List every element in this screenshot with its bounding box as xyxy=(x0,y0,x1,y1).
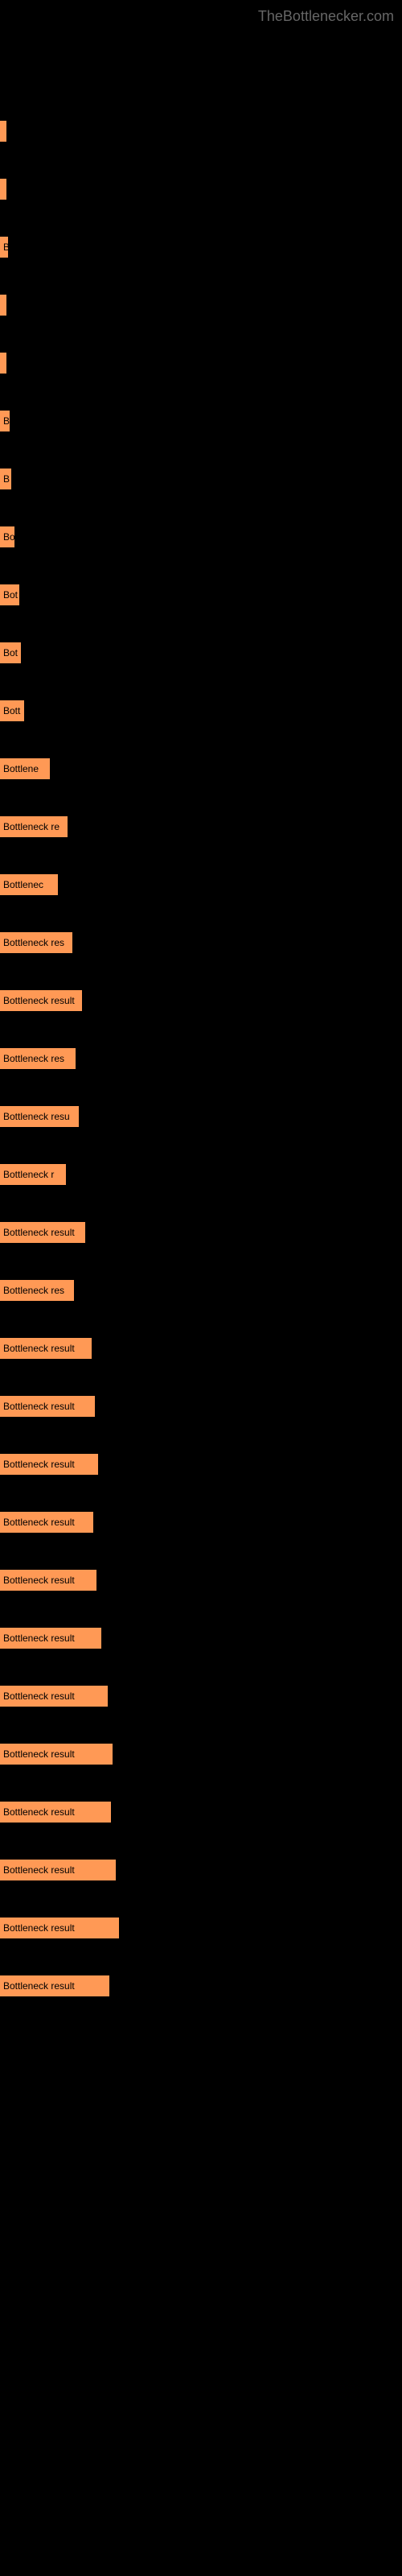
bar-label: Bottleneck result xyxy=(3,1633,75,1644)
bar-row xyxy=(0,121,402,156)
bar-row: Bottleneck re xyxy=(0,816,402,852)
bar-row: Bot xyxy=(0,584,402,620)
bar-label: Bottleneck result xyxy=(3,1227,75,1238)
chart-bar xyxy=(0,295,6,316)
bar-label: Bottleneck result xyxy=(3,1980,75,1992)
bar-label: Bott xyxy=(3,705,20,716)
chart-bar: B xyxy=(0,469,11,489)
chart-bar: B xyxy=(0,237,8,258)
bar-row: Bottleneck result xyxy=(0,1628,402,1663)
bar-row: Bottleneck result xyxy=(0,1860,402,1895)
bar-row: Bottleneck result xyxy=(0,1396,402,1431)
bar-label: Bottleneck re xyxy=(3,821,59,832)
chart-bar: Bott xyxy=(0,700,24,721)
bar-label: Bo xyxy=(3,531,14,543)
chart-bar: Bottlenec xyxy=(0,874,58,895)
bar-row xyxy=(0,353,402,388)
bar-label: Bottleneck result xyxy=(3,1748,75,1760)
chart-bar: Bot xyxy=(0,584,19,605)
bar-row: Bottleneck result xyxy=(0,1744,402,1779)
bar-label: B xyxy=(3,473,10,485)
bar-row: B xyxy=(0,411,402,446)
bar-row: Bottlenec xyxy=(0,874,402,910)
chart-bar: Bottleneck res xyxy=(0,932,72,953)
chart-bar: Bottleneck result xyxy=(0,1860,116,1880)
bar-label: Bottleneck result xyxy=(3,1806,75,1818)
bar-row: Bottleneck result xyxy=(0,1802,402,1837)
bar-label: Bottlene xyxy=(3,763,39,774)
bar-label: Bottleneck resu xyxy=(3,1111,70,1122)
chart-bar: Bottleneck result xyxy=(0,1570,96,1591)
bar-label: Bottleneck result xyxy=(3,995,75,1006)
chart-bar: Bottleneck result xyxy=(0,1454,98,1475)
bar-label: Bottleneck result xyxy=(3,1517,75,1528)
chart-bar: Bottleneck result xyxy=(0,1802,111,1823)
bar-label: Bottleneck res xyxy=(3,937,64,948)
chart-bar xyxy=(0,179,6,200)
bar-row: Bottleneck res xyxy=(0,1048,402,1084)
chart-bar xyxy=(0,353,6,374)
bar-label: Bottleneck r xyxy=(3,1169,54,1180)
chart-bar: Bottleneck result xyxy=(0,1975,109,1996)
chart-bar: Bottleneck res xyxy=(0,1048,76,1069)
bar-label: Bottleneck result xyxy=(3,1690,75,1702)
bar-row: Bottleneck result xyxy=(0,1975,402,2011)
chart-bar: Bottleneck result xyxy=(0,1744,113,1765)
bar-row: Bottleneck result xyxy=(0,1570,402,1605)
bar-row xyxy=(0,179,402,214)
chart-bar: Bottleneck result xyxy=(0,1338,92,1359)
bar-row: Bo xyxy=(0,526,402,562)
bar-row: B xyxy=(0,237,402,272)
chart-bar: Bottleneck result xyxy=(0,1396,95,1417)
bar-row: Bottleneck r xyxy=(0,1164,402,1199)
chart-bar: Bottleneck result xyxy=(0,1628,101,1649)
bar-row: Bottlene xyxy=(0,758,402,794)
chart-bar: B xyxy=(0,411,10,431)
bar-label: Bottleneck result xyxy=(3,1575,75,1586)
bar-row: Bottleneck res xyxy=(0,932,402,968)
bar-label: Bottleneck result xyxy=(3,1343,75,1354)
chart-bar: Bottleneck r xyxy=(0,1164,66,1185)
bar-label: Bottleneck res xyxy=(3,1285,64,1296)
bar-label: Bottleneck result xyxy=(3,1401,75,1412)
bar-label: Bottleneck result xyxy=(3,1459,75,1470)
bar-row: Bottleneck result xyxy=(0,1918,402,1953)
chart-bar: Bottleneck resu xyxy=(0,1106,79,1127)
bar-label: Bot xyxy=(3,589,18,601)
bar-label: Bottleneck result xyxy=(3,1864,75,1876)
bar-label: Bottleneck result xyxy=(3,1922,75,1934)
bar-label: B xyxy=(3,242,8,253)
bar-row: Bot xyxy=(0,642,402,678)
chart-bar: Bot xyxy=(0,642,21,663)
bar-row: Bottleneck result xyxy=(0,1454,402,1489)
bar-row: Bott xyxy=(0,700,402,736)
bar-row: B xyxy=(0,469,402,504)
chart-bar: Bottleneck result xyxy=(0,1686,108,1707)
chart-bar: Bottleneck result xyxy=(0,1222,85,1243)
chart-bar: Bottleneck result xyxy=(0,1512,93,1533)
chart-bar: Bottleneck result xyxy=(0,990,82,1011)
chart-bar: Bottleneck re xyxy=(0,816,68,837)
bar-row xyxy=(0,295,402,330)
bar-label: Bot xyxy=(3,647,18,658)
chart-bar: Bottlene xyxy=(0,758,50,779)
bar-row: Bottleneck res xyxy=(0,1280,402,1315)
bar-row: Bottleneck result xyxy=(0,1222,402,1257)
chart-bar: Bottleneck res xyxy=(0,1280,74,1301)
bar-chart: B B B Bo Bot Bot Bott Bottlene Bottleneck re Bott… xyxy=(0,0,402,2066)
bar-row: Bottleneck result xyxy=(0,1512,402,1547)
bar-label: B xyxy=(3,415,10,427)
bar-row: Bottleneck result xyxy=(0,1338,402,1373)
chart-bar xyxy=(0,121,6,142)
watermark-text: TheBottlenecker.com xyxy=(258,8,394,25)
bar-row: Bottleneck result xyxy=(0,1686,402,1721)
bar-label: Bottleneck res xyxy=(3,1053,64,1064)
bar-row: Bottleneck resu xyxy=(0,1106,402,1141)
chart-bar: Bottleneck result xyxy=(0,1918,119,1938)
bar-row: Bottleneck result xyxy=(0,990,402,1026)
chart-bar: Bo xyxy=(0,526,14,547)
bar-label: Bottlenec xyxy=(3,879,43,890)
